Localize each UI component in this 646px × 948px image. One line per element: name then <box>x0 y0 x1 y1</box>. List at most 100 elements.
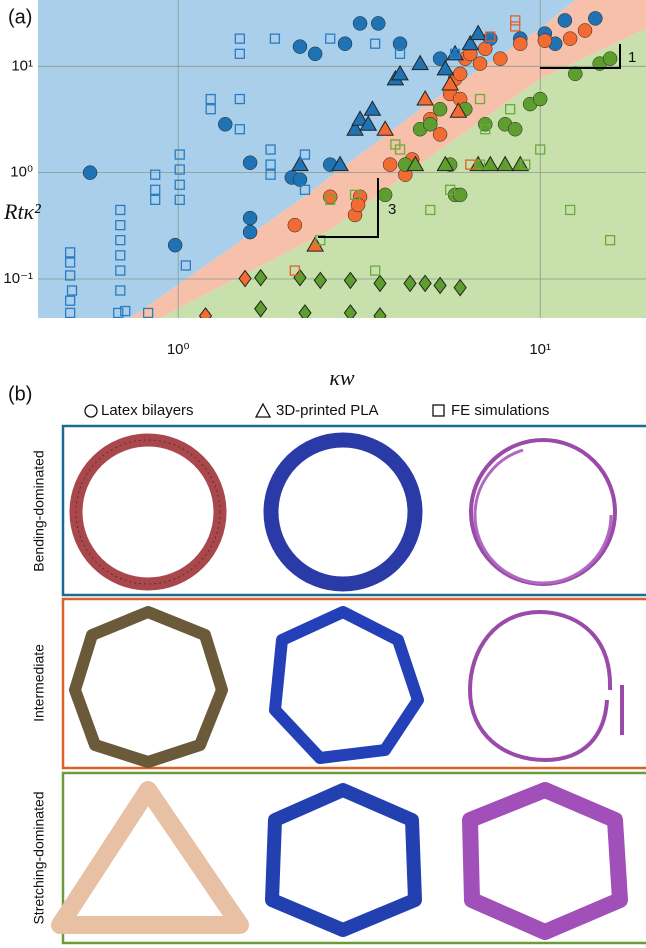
y-axis-label: Rtκ² <box>3 199 41 224</box>
square-marker <box>64 307 76 318</box>
triangle-marker <box>291 155 309 172</box>
square-marker <box>325 194 336 206</box>
square-marker <box>289 265 300 276</box>
square-marker <box>315 234 326 246</box>
diamond-marker <box>453 278 467 297</box>
square-marker <box>465 159 476 170</box>
diamond-marker <box>313 271 327 290</box>
circle-marker <box>557 13 573 28</box>
circle-marker <box>82 165 98 180</box>
diamond-marker <box>343 271 358 290</box>
triangle-marker <box>376 120 395 136</box>
square-marker <box>115 250 126 261</box>
pla-ring <box>265 783 422 937</box>
legend-symbol <box>254 402 272 418</box>
x-tick-label: 10⁰ <box>167 341 190 358</box>
circle-marker <box>217 117 233 132</box>
legend-text: Latex bilayers <box>101 402 194 419</box>
triangle-marker <box>416 90 434 106</box>
square-marker <box>64 257 76 268</box>
square-marker <box>349 189 361 201</box>
circle-marker <box>602 51 618 66</box>
circle-marker <box>392 36 408 51</box>
square-marker <box>174 164 185 175</box>
triangle-marker <box>449 102 468 118</box>
square-marker <box>510 15 521 26</box>
square-marker <box>604 234 616 246</box>
square-marker <box>234 33 245 44</box>
circle-marker <box>371 16 386 31</box>
diamond-marker <box>433 276 447 295</box>
annotation: 3 <box>388 201 396 218</box>
circle-marker <box>577 23 593 38</box>
legend-symbol <box>432 404 445 417</box>
triangle-marker <box>359 115 378 131</box>
square-marker <box>369 38 381 49</box>
row-frame <box>61 424 646 597</box>
square-marker <box>113 307 124 318</box>
circle-marker <box>493 51 508 66</box>
annotation: 1 <box>628 49 636 66</box>
square-marker <box>205 104 216 115</box>
y-tick-label: 10¹ <box>11 57 33 74</box>
overlay: 10⁰ 10¹ 10⁻¹ 10⁰ 10¹ <box>3 57 551 358</box>
circle-marker <box>350 197 366 213</box>
square-marker <box>369 265 381 276</box>
circle-marker <box>432 127 448 142</box>
circle-marker <box>242 155 258 170</box>
circle-marker <box>167 237 183 253</box>
square-marker <box>425 204 436 216</box>
triangle-marker <box>411 54 430 71</box>
square-marker <box>142 307 154 318</box>
circle-marker <box>382 157 398 172</box>
diamond-marker <box>198 307 213 318</box>
square-marker <box>485 31 496 42</box>
pla-ring <box>269 606 424 764</box>
square-marker <box>474 93 486 105</box>
y-tick-label: 10⁻¹ <box>3 270 33 287</box>
circle-marker <box>532 91 548 107</box>
diamond-marker <box>373 307 387 318</box>
fe-ring <box>467 609 613 763</box>
latex-ring <box>69 606 228 768</box>
triangle-marker <box>331 155 349 172</box>
pla-ring <box>263 432 423 592</box>
circle-marker <box>507 121 523 137</box>
legend-symbol <box>84 404 98 418</box>
circle-marker <box>562 31 578 46</box>
circle-marker <box>472 56 488 71</box>
square-marker <box>535 144 546 155</box>
square-marker <box>504 104 516 115</box>
diamond-marker <box>254 268 268 287</box>
triangle-marker <box>496 155 514 172</box>
triangle-marker <box>436 59 455 76</box>
circle-marker <box>537 33 553 48</box>
diamond-marker <box>254 299 268 318</box>
circle-marker <box>337 36 353 51</box>
circle-marker <box>588 11 603 26</box>
square-marker <box>299 184 311 195</box>
row-label: Stretching-dominated <box>31 791 47 924</box>
square-marker <box>510 21 521 32</box>
square-marker <box>265 169 276 180</box>
diamond-marker <box>373 274 387 293</box>
square-marker <box>265 144 276 155</box>
triangle-marker <box>406 155 425 172</box>
y-tick-label: 10⁰ <box>10 164 33 181</box>
triangle-marker <box>351 110 369 126</box>
square-marker <box>115 204 126 216</box>
x-axis-label: κw <box>329 365 355 390</box>
circle-marker <box>452 66 468 82</box>
circle-marker <box>432 101 448 117</box>
square-marker <box>64 270 76 281</box>
square-marker <box>449 48 461 59</box>
square-marker <box>150 184 161 195</box>
circle-marker <box>307 46 323 62</box>
square-marker <box>299 149 311 160</box>
square-marker <box>115 234 126 246</box>
diamond-marker <box>343 304 358 318</box>
legend-text: FE simulations <box>451 402 549 419</box>
triangle-marker <box>481 155 500 172</box>
